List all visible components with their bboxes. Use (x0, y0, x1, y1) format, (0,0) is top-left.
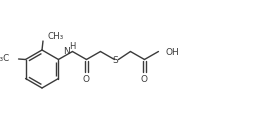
Text: N: N (63, 47, 70, 56)
Text: O: O (141, 75, 148, 84)
Text: S: S (113, 56, 118, 64)
Text: CH₃: CH₃ (48, 32, 64, 41)
Text: H: H (69, 42, 76, 51)
Text: OH: OH (165, 48, 179, 56)
Text: H₃C: H₃C (0, 54, 9, 63)
Text: O: O (83, 75, 90, 84)
